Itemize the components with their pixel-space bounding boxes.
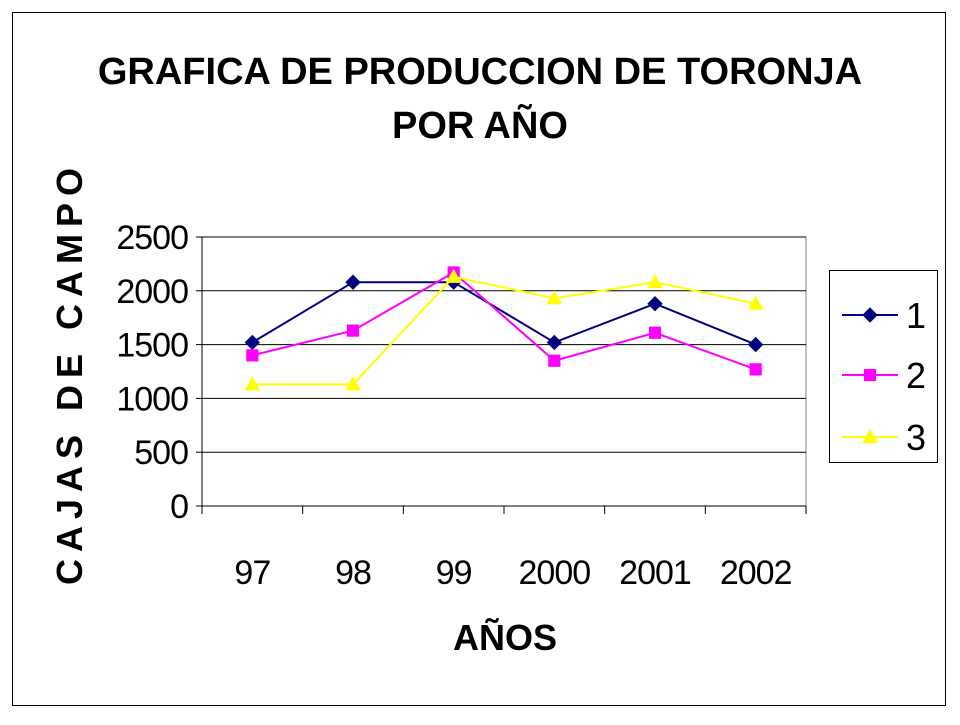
plot-area: 0 500 1000 1500 2000 2500 97 98 99 2000 2001 2002 xyxy=(116,219,807,592)
legend-box xyxy=(829,270,938,463)
series-3-point xyxy=(747,295,764,310)
x-tick-label: 2001 xyxy=(619,554,691,592)
legend-label-1: 1 xyxy=(906,295,926,336)
series-2-point xyxy=(548,354,561,367)
series-3-point xyxy=(546,290,563,305)
series-3-point xyxy=(244,376,261,391)
y-tick-label: 0 xyxy=(170,488,188,526)
series-1-point xyxy=(747,336,764,353)
series-2-point xyxy=(246,349,259,362)
series-2-line xyxy=(252,271,757,371)
x-tick-label: 2002 xyxy=(720,554,792,592)
y-tick-label: 2000 xyxy=(116,273,188,311)
y-tick-label: 2500 xyxy=(116,219,188,257)
series-3-point xyxy=(445,268,462,283)
series-1-point xyxy=(345,274,361,290)
chart-title-line-2: POR AÑO xyxy=(392,103,568,147)
series-1-line xyxy=(251,281,757,346)
series-1-point xyxy=(546,334,563,351)
y-axis-label: CAJAS DE CAMPO xyxy=(49,161,90,585)
chart-title-line-1: GRAFICA DE PRODUCCION DE TORONJA xyxy=(98,51,862,93)
x-tick-label: 99 xyxy=(436,554,472,592)
series-1-point xyxy=(647,296,663,312)
legend: 1 2 3 xyxy=(842,295,926,458)
series-2-point xyxy=(346,324,360,337)
legend-label-2: 2 xyxy=(906,355,926,396)
x-tick-label: 2000 xyxy=(519,554,591,592)
plot-background xyxy=(201,236,807,507)
y-tick-label: 500 xyxy=(134,434,188,472)
legend-marker-3 xyxy=(862,428,878,444)
series-3-line xyxy=(252,275,756,386)
legend-marker-1 xyxy=(862,307,878,323)
x-tick-label: 97 xyxy=(234,554,270,592)
series-3-point xyxy=(345,376,361,391)
y-tick-label: 1000 xyxy=(116,380,188,418)
legend-marker-2 xyxy=(863,368,877,382)
series-2-point xyxy=(648,326,662,339)
x-axis-label: AÑOS xyxy=(453,616,557,658)
series-2-point xyxy=(749,363,762,376)
x-tick-label: 98 xyxy=(335,554,371,592)
y-tick-label: 1500 xyxy=(116,327,188,365)
legend-label-3: 3 xyxy=(906,417,926,458)
series-3-point xyxy=(647,274,663,289)
